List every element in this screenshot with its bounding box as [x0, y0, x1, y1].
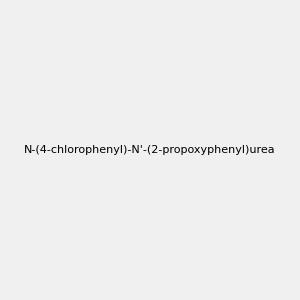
Text: N-(4-chlorophenyl)-N'-(2-propoxyphenyl)urea: N-(4-chlorophenyl)-N'-(2-propoxyphenyl)u…	[24, 145, 276, 155]
